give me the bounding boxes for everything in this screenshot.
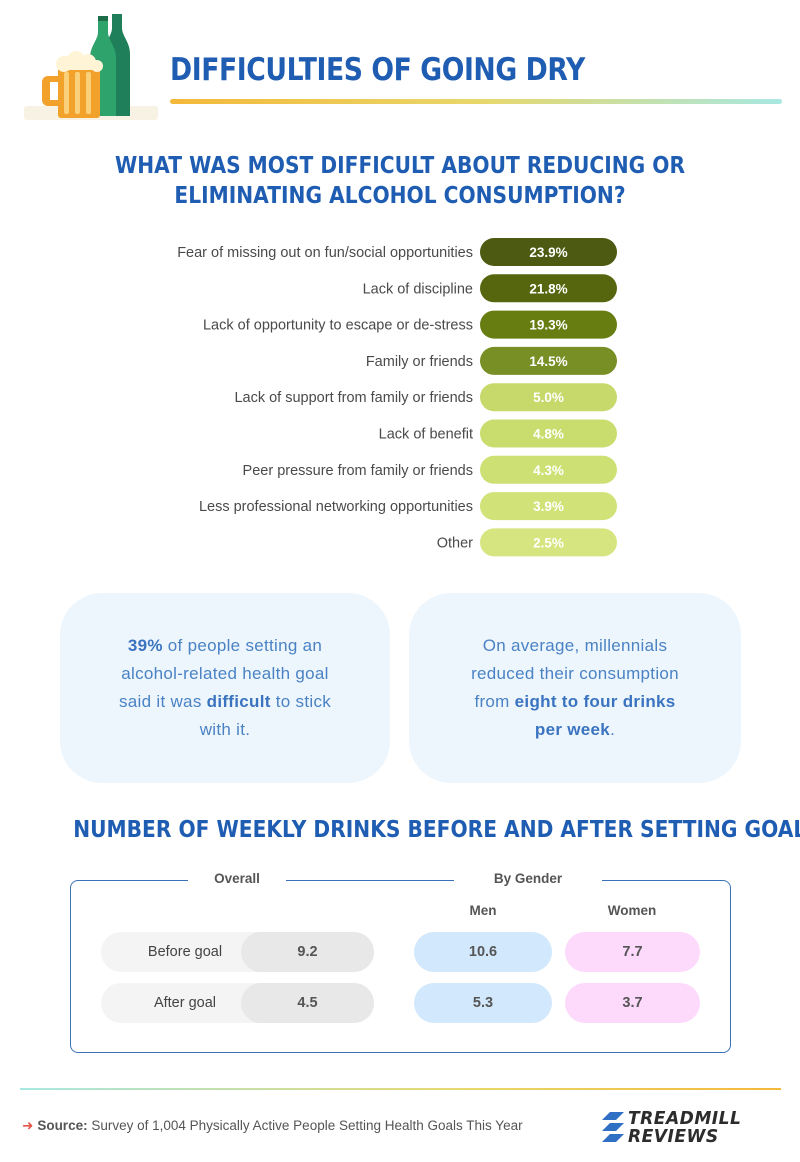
bar-label: Peer pressure from family or friends	[243, 463, 473, 479]
difficulties-bar-chart: Fear of missing out on fun/social opport…	[177, 238, 617, 557]
brand-line-1: TREADMILL	[628, 1108, 742, 1129]
weekly-drinks-table	[70, 880, 731, 1053]
millennial-text-2: .	[610, 720, 616, 739]
men-before-value: 10.6	[414, 932, 552, 972]
bar-label: Lack of opportunity to escape or de-stre…	[203, 318, 473, 334]
page-title: DIFFICULTIES OF GOING DRY	[170, 52, 585, 88]
header-by-gender: By Gender	[454, 871, 602, 886]
men-after-value: 5.3	[414, 983, 552, 1023]
row-label-after: After goal	[153, 995, 217, 1011]
bar-label: Other	[437, 535, 473, 551]
bar-label: Family or friends	[366, 354, 473, 370]
header-men: Men	[450, 903, 516, 918]
bar	[480, 346, 617, 375]
stat-card-millennials: On average, millennials reduced their co…	[409, 593, 741, 783]
bar	[480, 274, 617, 303]
stat-card-millennials-text: On average, millennials reduced their co…	[459, 632, 691, 744]
bar	[480, 310, 617, 339]
bar-label: Less professional networking opportuniti…	[199, 499, 473, 515]
bar	[480, 419, 617, 448]
bar-value-label: 4.3%	[533, 463, 564, 478]
bar-value-label: 2.5%	[533, 535, 564, 550]
brand-line-2: REVIEWS	[628, 1126, 719, 1147]
bar-label: Lack of benefit	[379, 427, 473, 443]
bar	[480, 455, 617, 484]
chart-title: WHAT WAS MOST DIFFICULT ABOUT REDUCING O…	[114, 151, 686, 209]
bar	[480, 238, 617, 266]
bar-label: Fear of missing out on fun/social opport…	[177, 245, 473, 261]
bar	[480, 492, 617, 521]
stat-highlight: 39%	[127, 636, 163, 655]
bar-value-label: 4.8%	[533, 427, 564, 442]
bar	[480, 383, 617, 412]
header-women: Women	[596, 903, 668, 918]
millennial-text-1: On average, millennials reduced their co…	[471, 636, 679, 711]
header-overall: Overall	[188, 871, 286, 886]
women-after-value: 3.7	[565, 983, 700, 1023]
source-label: Source:	[37, 1118, 88, 1133]
after-goal-row: After goal 4.5	[101, 983, 374, 1023]
bar-label: Lack of support from family or friends	[234, 390, 473, 406]
row-label-before: Before goal	[147, 944, 223, 960]
stat-bold-difficult: difficult	[206, 692, 271, 711]
stat-card-difficulty: 39% of people setting an alcohol-related…	[60, 593, 390, 783]
before-goal-row: Before goal 9.2	[101, 932, 374, 972]
stat-text-2: to stick with it.	[199, 692, 332, 739]
bar	[480, 528, 617, 557]
weekly-drinks-title: NUMBER OF WEEKLY DRINKS BEFORE AND AFTER…	[73, 815, 800, 843]
bar-value-label: 14.5%	[529, 354, 567, 369]
brand-stripes-icon	[602, 1112, 624, 1142]
women-before-value: 7.7	[565, 932, 700, 972]
bar-value-label: 21.8%	[529, 281, 567, 296]
bar-value-label: 19.3%	[529, 318, 567, 333]
stat-card-difficulty-text: 39% of people setting an alcohol-related…	[118, 632, 332, 744]
stat-text-1: of people setting an alcohol-related hea…	[118, 636, 329, 711]
bar-value-label: 3.9%	[533, 499, 564, 514]
bar-value-label: 23.9%	[529, 245, 567, 260]
bar-label: Lack of discipline	[363, 281, 473, 297]
beer-and-bottle-icon	[24, 14, 158, 120]
millennial-bold: eight to four drinks per week	[514, 692, 676, 739]
brand-logo: TREADMILL REVIEWS	[600, 1108, 780, 1148]
source-text: Survey of 1,004 Physically Active People…	[87, 1118, 523, 1133]
title-underline	[170, 99, 782, 104]
overall-before-value: 9.2	[241, 932, 374, 972]
arrow-right-icon: ➜	[22, 1118, 34, 1133]
footer-divider	[20, 1088, 781, 1090]
overall-after-value: 4.5	[241, 983, 374, 1023]
bar-value-label: 5.0%	[533, 390, 564, 405]
source-note: ➜ Source: Survey of 1,004 Physically Acti…	[22, 1118, 523, 1134]
